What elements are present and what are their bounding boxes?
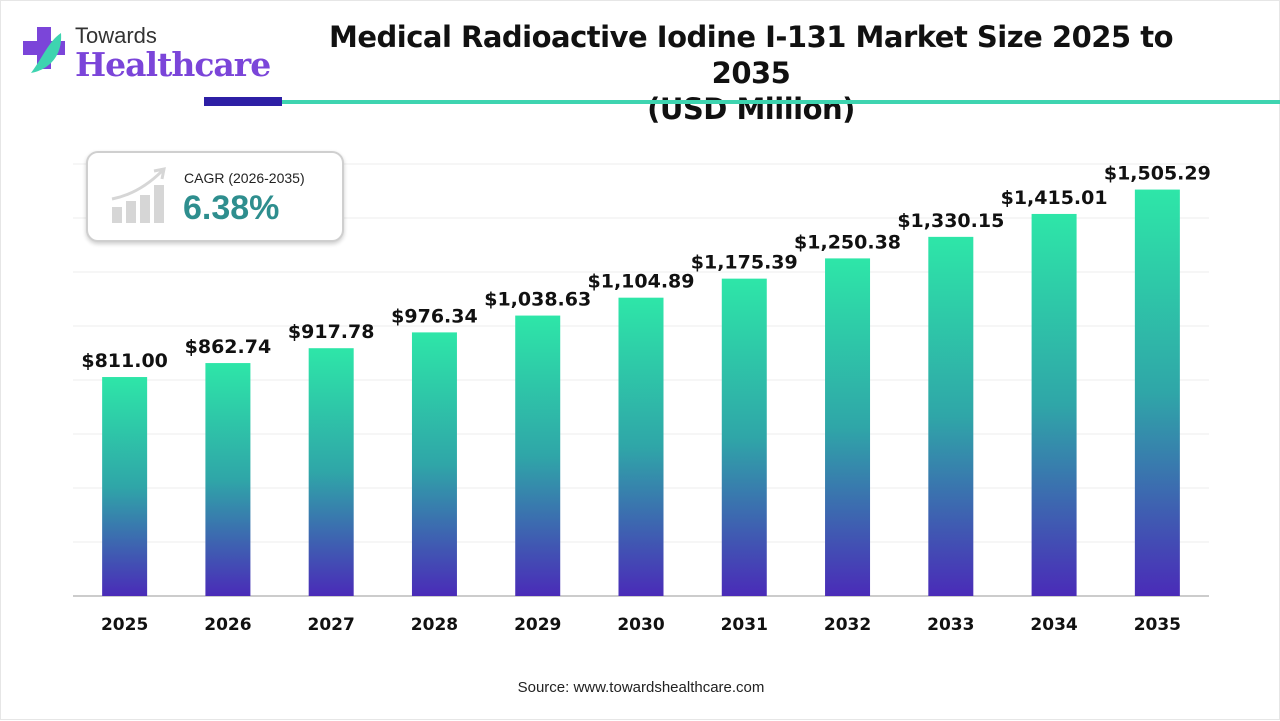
- x-tick-label: 2028: [411, 615, 458, 635]
- growth-chart-icon: [111, 167, 166, 223]
- bar-2031: [721, 278, 767, 596]
- x-tick-label: 2035: [1134, 615, 1181, 635]
- bar-2032: [825, 258, 871, 596]
- x-tick-label: 2031: [721, 615, 768, 635]
- data-label: $1,415.01: [1001, 187, 1108, 209]
- title-underline-dark: [204, 97, 282, 106]
- medical-cross-icon: [23, 27, 65, 73]
- data-label: $862.74: [185, 336, 272, 358]
- x-tick-label: 2025: [101, 615, 148, 635]
- x-tick-label: 2034: [1030, 615, 1077, 635]
- title-line: Medical Radioactive Iodine I-131 Market …: [329, 20, 1174, 90]
- bar-2025: [102, 377, 148, 596]
- data-label: $1,038.63: [484, 289, 591, 311]
- bar-2034: [1031, 213, 1077, 596]
- data-label: $1,330.15: [897, 210, 1004, 232]
- bar-2033: [928, 236, 974, 596]
- bar-2030: [618, 297, 664, 596]
- source-note: Source: www.towardshealthcare.com: [517, 679, 765, 696]
- cagr-value: 6.38%: [183, 189, 280, 227]
- data-label: $917.78: [288, 321, 375, 343]
- bar-2027: [308, 348, 354, 596]
- data-label: $811.00: [81, 350, 168, 372]
- cagr-box: CAGR (2026-2035) 6.38%: [86, 151, 344, 242]
- cagr-label: CAGR (2026-2035): [184, 170, 305, 186]
- subtitle-line: (USD Million): [647, 92, 855, 126]
- x-tick-label: 2030: [617, 615, 664, 635]
- data-label: $1,175.39: [691, 252, 798, 274]
- logo: Towards Healthcare: [23, 23, 271, 84]
- bar-2028: [411, 332, 457, 596]
- data-label: $1,104.89: [588, 271, 695, 293]
- logo-towards: Towards: [75, 23, 157, 48]
- x-tick-label: 2033: [927, 615, 974, 635]
- bar-2029: [515, 315, 561, 596]
- title-underline-teal: [282, 100, 1280, 104]
- logo-healthcare: Healthcare: [75, 45, 271, 84]
- chart-title: Medical Radioactive Iodine I-131 Market …: [301, 19, 1201, 127]
- data-label: $1,250.38: [794, 231, 901, 253]
- data-label: $1,505.29: [1104, 163, 1211, 185]
- data-label: $976.34: [391, 305, 478, 327]
- x-tick-label: 2026: [204, 615, 251, 635]
- x-tick-label: 2027: [308, 615, 355, 635]
- x-tick-label: 2029: [514, 615, 561, 635]
- x-tick-label: 2032: [824, 615, 871, 635]
- bar-2026: [205, 363, 251, 596]
- bar-2035: [1134, 189, 1180, 596]
